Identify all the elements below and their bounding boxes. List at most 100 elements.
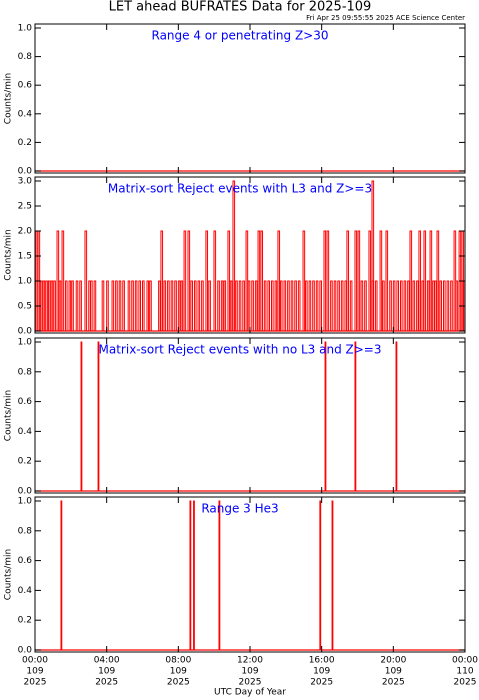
spike [443, 280, 446, 331]
spike [56, 230, 60, 331]
plot-frame [34, 337, 466, 494]
spike [290, 280, 294, 331]
spike [189, 500, 192, 650]
spike [277, 230, 281, 331]
spike [174, 280, 177, 331]
y-tick-label: 0.8 [18, 52, 33, 62]
spike [323, 230, 327, 331]
spike [205, 230, 209, 331]
x-tick-label: 00:00 [22, 656, 48, 666]
spike [271, 280, 274, 331]
y-tick-label: 2.0 [18, 227, 33, 237]
spike [308, 280, 312, 331]
spike [455, 280, 459, 331]
y-tick-label: 0.0 [18, 327, 33, 337]
x-tick-day: 110 [456, 667, 473, 677]
spike [229, 280, 233, 331]
spike [331, 500, 334, 650]
spike [297, 280, 301, 331]
spike [183, 230, 187, 331]
x-tick-year: 2025 [95, 678, 118, 688]
spike [357, 230, 361, 331]
spike [122, 280, 125, 331]
spike [324, 341, 327, 491]
y-tick-label: 0.0 [18, 487, 33, 497]
spike [127, 280, 131, 331]
spike [149, 280, 152, 331]
y-tick-label: 0.5 [18, 302, 32, 312]
spike [312, 280, 315, 331]
spike [80, 341, 83, 491]
spike [302, 230, 306, 331]
x-tick-label: 00:00 [452, 656, 478, 666]
spike [340, 280, 344, 331]
spike [142, 280, 145, 331]
spike [446, 280, 450, 331]
spike [344, 280, 348, 331]
panel-title: Range 3 He3 [201, 502, 278, 516]
x-tick-label: 20:00 [380, 656, 406, 666]
spike [439, 280, 443, 331]
spike [395, 341, 398, 491]
spike [283, 280, 287, 331]
panel-title: Matrix-sort Reject events with L3 and Z>… [108, 182, 372, 196]
y-tick-label: 0.2 [18, 616, 32, 626]
x-tick-day: 109 [241, 667, 258, 677]
spike [412, 280, 416, 331]
spike [223, 280, 227, 331]
spike [218, 500, 221, 650]
spike [403, 280, 407, 331]
spike [450, 280, 453, 331]
spike [330, 280, 333, 331]
spike [382, 280, 385, 331]
spike [426, 280, 430, 331]
spike [421, 280, 425, 331]
spike [319, 280, 322, 331]
spike [245, 230, 249, 331]
spike [251, 280, 254, 331]
y-tick-label: 0.4 [18, 427, 33, 437]
spike [93, 280, 97, 331]
spike [101, 280, 105, 331]
spike [389, 280, 392, 331]
spike [453, 230, 457, 331]
spike [111, 280, 115, 331]
spike [235, 280, 238, 331]
spike [115, 280, 118, 331]
spike [118, 280, 122, 331]
y-tick-label: 1.0 [18, 338, 33, 348]
spike [374, 280, 378, 331]
spike [392, 280, 396, 331]
spike [333, 280, 337, 331]
spike [106, 280, 109, 331]
spike [364, 280, 367, 331]
spike [418, 230, 422, 331]
spike [315, 280, 319, 331]
chart-subtitle: Fri Apr 25 09:55:55 2025 ACE Science Cen… [306, 14, 465, 22]
spike [337, 280, 340, 331]
spike [50, 280, 54, 331]
spike [197, 280, 201, 331]
spike [396, 280, 400, 331]
x-tick-label: 04:00 [94, 656, 120, 666]
spike [407, 280, 410, 331]
spike [68, 280, 72, 331]
spike [134, 280, 138, 331]
spike [160, 230, 164, 331]
spike [257, 230, 261, 331]
y-tick-label: 0.4 [18, 109, 33, 119]
spike [79, 280, 82, 331]
spike [190, 280, 193, 331]
x-tick-year: 2025 [239, 678, 262, 688]
spike [287, 280, 290, 331]
x-tick-year: 2025 [167, 678, 190, 688]
y-tick-label: 0.2 [18, 138, 32, 148]
y-tick-label: 1.5 [18, 252, 32, 262]
panel-title: Matrix-sort Reject events with no L3 and… [99, 343, 382, 357]
spike [409, 230, 413, 331]
y-axis-label: Counts/min [4, 229, 14, 280]
spike [60, 500, 63, 650]
spike [267, 280, 271, 331]
plot-frame [34, 23, 466, 174]
spike [354, 341, 357, 491]
